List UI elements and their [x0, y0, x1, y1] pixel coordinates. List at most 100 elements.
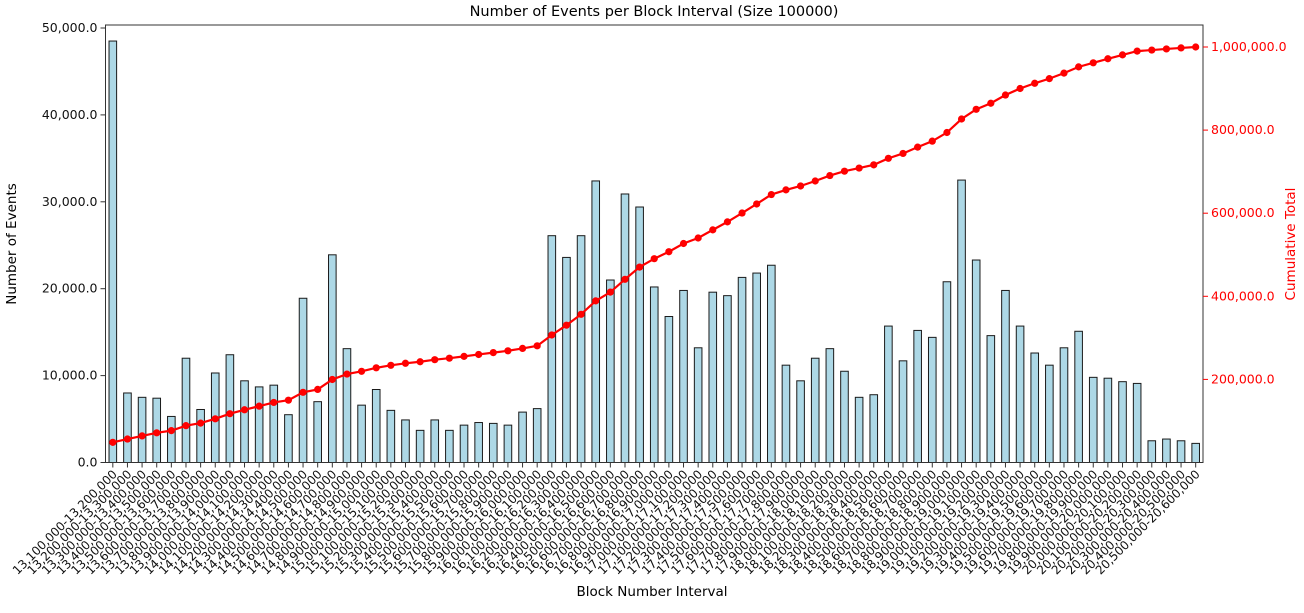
bar	[225, 354, 235, 463]
cumulative-point	[972, 105, 980, 113]
bar	[328, 254, 337, 463]
cumulative-line-group	[109, 43, 1200, 446]
bar	[167, 415, 176, 464]
bar	[664, 316, 674, 464]
bar	[196, 408, 205, 463]
bar	[445, 429, 454, 464]
cumulative-point	[445, 354, 453, 362]
cumulative-point	[796, 182, 805, 190]
bar	[679, 289, 688, 463]
y-left-tick-label: 40,000.0	[42, 107, 98, 122]
y-left-tick-label: 50,000.0	[42, 20, 98, 35]
y-left-tick-label: 0.0	[78, 455, 98, 470]
y-axis-label-right: Cumulative Total	[1283, 188, 1299, 301]
bar	[723, 295, 732, 463]
cumulative-point	[504, 347, 512, 355]
cumulative-point	[884, 154, 892, 162]
bar	[620, 193, 630, 463]
bar	[298, 297, 308, 464]
cumulative-point	[870, 161, 878, 169]
bar	[1074, 330, 1083, 463]
y-right-tick-label: 400,000.0	[1211, 288, 1275, 303]
chart-title: Number of Events per Block Interval (Siz…	[470, 4, 839, 20]
y-left-tick-label: 20,000.0	[42, 281, 98, 296]
cumulative-point	[153, 429, 161, 437]
bar	[986, 335, 996, 464]
bar	[752, 272, 761, 463]
cumulative-point	[1060, 69, 1068, 77]
bar	[884, 325, 893, 463]
cumulative-point	[855, 164, 863, 172]
y-left-tick-label: 10,000.0	[42, 368, 98, 383]
bar	[1088, 376, 1098, 463]
cumulative-point	[943, 128, 951, 137]
bar	[1118, 381, 1127, 463]
bar	[1045, 364, 1054, 464]
cumulative-point	[1177, 44, 1185, 52]
cumulative-point	[255, 402, 263, 410]
bar	[1191, 442, 1200, 464]
bar	[474, 422, 483, 463]
cumulative-point	[182, 422, 190, 430]
cumulative-point	[518, 344, 527, 352]
cumulative-point	[460, 352, 468, 360]
cumulative-point	[928, 137, 936, 145]
bar	[518, 411, 527, 464]
bar	[532, 408, 542, 463]
cumulative-point	[1104, 55, 1112, 63]
bar	[957, 179, 966, 463]
cumulative-point	[723, 218, 732, 226]
cumulative-point	[621, 275, 629, 283]
cumulative-point	[957, 115, 966, 123]
bar	[386, 409, 396, 463]
cumulative-point	[709, 226, 717, 234]
bar	[1001, 289, 1010, 463]
cumulative-point	[1089, 59, 1097, 67]
cumulative-point	[562, 321, 571, 329]
cumulative-point	[401, 359, 410, 367]
bar	[269, 384, 279, 463]
y-right-tick-label: 600,000.0	[1211, 205, 1275, 220]
bar	[927, 336, 937, 463]
cumulative-point	[372, 364, 380, 372]
cumulative-point	[1133, 47, 1141, 55]
bar	[635, 206, 644, 463]
cumulative-point	[489, 349, 497, 357]
bar	[708, 291, 718, 463]
bar	[737, 276, 747, 463]
bar	[1147, 440, 1157, 463]
y-left-tick-label: 30,000.0	[42, 194, 98, 209]
bar	[649, 286, 659, 463]
cumulative-point	[299, 388, 307, 396]
bar	[825, 348, 835, 463]
cumulative-point	[753, 200, 761, 208]
cumulative-point	[138, 432, 146, 440]
y-right-tick-label: 800,000.0	[1211, 122, 1275, 137]
cumulative-point	[533, 342, 541, 350]
bar	[1132, 382, 1142, 464]
cumulative-point	[1162, 45, 1171, 53]
cumulative-point	[270, 398, 278, 407]
cumulative-point	[284, 396, 293, 404]
cumulative-point	[811, 177, 819, 185]
cumulative-point	[782, 186, 790, 194]
cumulative-point	[826, 171, 834, 180]
bar	[415, 429, 425, 464]
cumulative-point	[548, 331, 556, 339]
cumulative-point	[167, 427, 175, 435]
cumulative-point	[475, 350, 483, 359]
cumulative-point	[606, 288, 614, 296]
cumulative-point	[636, 263, 644, 271]
cumulative-point	[328, 375, 336, 384]
cumulative-point	[694, 234, 702, 242]
bar	[1103, 377, 1113, 463]
cumulative-point	[1016, 84, 1024, 93]
bar	[781, 364, 791, 464]
cumulative-point	[1031, 79, 1039, 87]
cumulative-point	[577, 310, 585, 318]
bar	[240, 380, 249, 463]
bar	[869, 394, 879, 463]
bar	[576, 235, 586, 463]
bar	[693, 347, 703, 464]
